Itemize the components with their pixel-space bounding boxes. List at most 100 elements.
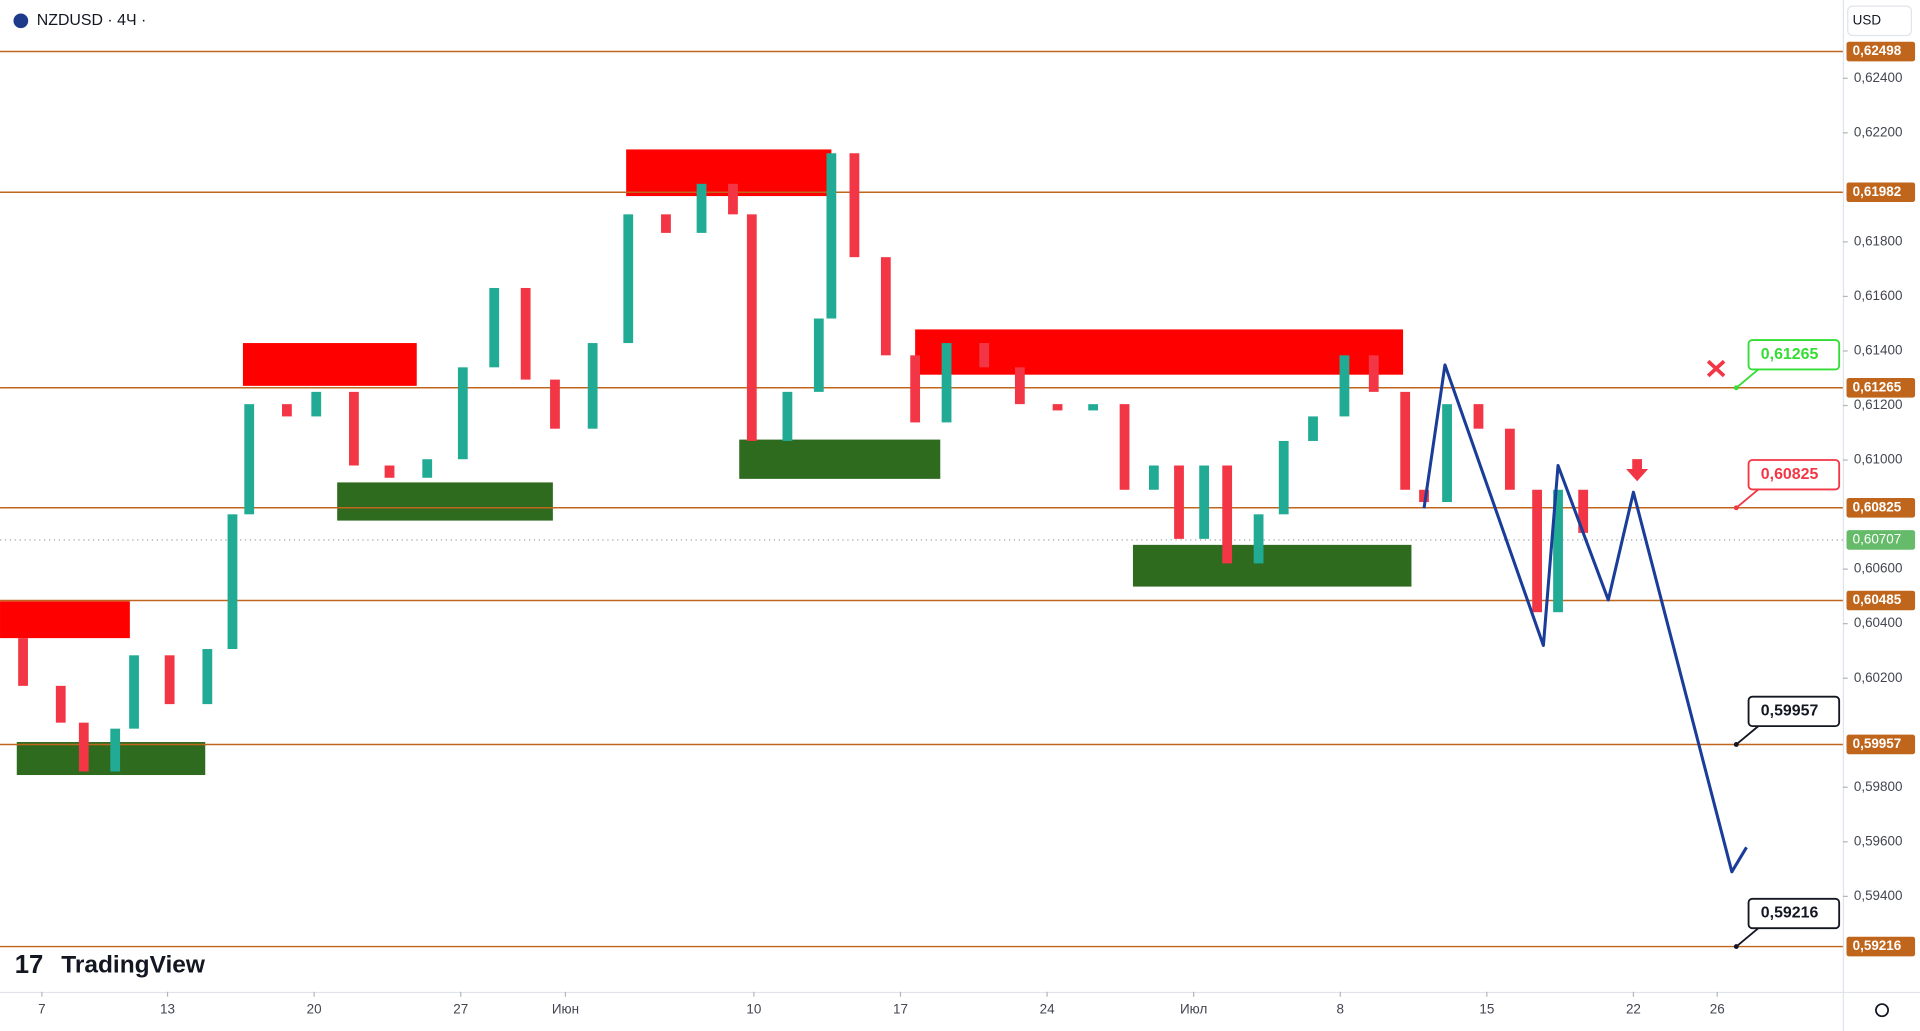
y-tick-label: 0,61800 xyxy=(1854,233,1903,248)
zone xyxy=(242,343,417,386)
candle xyxy=(1174,465,1184,539)
candle xyxy=(457,367,468,460)
candle xyxy=(696,183,707,233)
settings-icon[interactable] xyxy=(1875,1003,1890,1018)
candle xyxy=(55,685,66,723)
y-tick-label: 0,59600 xyxy=(1854,833,1903,848)
candle xyxy=(1339,355,1350,417)
candle xyxy=(227,514,238,650)
candle xyxy=(1222,465,1233,564)
candle xyxy=(1308,416,1318,441)
candle xyxy=(349,391,359,466)
level-label: 0,61982 xyxy=(1853,184,1902,199)
callout-leader xyxy=(1735,927,1759,948)
candle xyxy=(1419,489,1429,503)
symbol-flag xyxy=(13,13,29,29)
level-label: 0,60825 xyxy=(1853,499,1902,514)
level-label-box xyxy=(1846,182,1916,203)
candle xyxy=(1014,367,1025,405)
candle xyxy=(18,638,28,686)
level-label: 0,59216 xyxy=(1853,938,1902,953)
candle xyxy=(1553,489,1563,613)
candle xyxy=(623,214,634,344)
candle xyxy=(813,318,824,392)
cross-icon xyxy=(1706,359,1726,378)
callout-box xyxy=(1747,459,1841,491)
candle xyxy=(1504,428,1515,490)
candle xyxy=(782,391,793,441)
y-tick-label: 0,62400 xyxy=(1854,70,1903,85)
level-label: 0,60485 xyxy=(1853,592,1902,607)
callout-label: 0,61265 xyxy=(1761,346,1819,363)
zone xyxy=(915,329,1404,375)
candle xyxy=(1368,355,1379,392)
level-label-box xyxy=(1846,590,1916,611)
candle xyxy=(1442,404,1452,503)
candle xyxy=(520,287,531,380)
candle xyxy=(1119,404,1130,490)
callout-label: 0,60825 xyxy=(1761,466,1819,483)
down-arrow-icon xyxy=(1626,459,1649,482)
callout-box xyxy=(1747,695,1841,728)
callout-label: 0,59957 xyxy=(1761,703,1819,720)
x-tick-label: 8 xyxy=(1337,1002,1344,1017)
y-tick-label: 0,61600 xyxy=(1854,288,1903,303)
level-label-box xyxy=(1846,936,1916,957)
x-tick-label: 24 xyxy=(1040,1002,1055,1017)
candle xyxy=(129,655,139,729)
current-price-label: 0,60707 xyxy=(1853,532,1902,547)
zone xyxy=(0,601,130,639)
candle xyxy=(849,153,860,258)
level-label: 0,59957 xyxy=(1853,736,1902,751)
x-tick-label: 10 xyxy=(746,1002,761,1017)
x-tick-label: 22 xyxy=(1626,1002,1641,1017)
level-label-box xyxy=(1846,734,1916,755)
y-tick-label: 0,61400 xyxy=(1854,343,1903,358)
x-tick-label: 27 xyxy=(453,1002,468,1017)
y-tick-label: 0,59400 xyxy=(1854,888,1903,903)
callout-leader xyxy=(1735,368,1759,389)
callout-box xyxy=(1747,339,1841,371)
candle xyxy=(941,343,952,423)
candle xyxy=(244,404,255,515)
candle xyxy=(164,655,175,705)
candle xyxy=(489,287,500,368)
callout-leader xyxy=(1735,725,1759,746)
currency: USD xyxy=(1853,12,1882,27)
x-tick-label: 15 xyxy=(1479,1002,1494,1017)
callout-leader xyxy=(1735,488,1759,509)
level-label: 0,61265 xyxy=(1853,379,1902,394)
y-tick-label: 0,59800 xyxy=(1854,779,1903,794)
candle xyxy=(1400,391,1411,490)
candle xyxy=(1148,465,1159,490)
level-label-box xyxy=(1846,377,1916,398)
zone xyxy=(1132,544,1412,587)
level-label-box xyxy=(1846,41,1916,62)
callout-label: 0,59216 xyxy=(1761,905,1819,922)
candle xyxy=(1278,440,1289,515)
x-tick-label: 7 xyxy=(38,1002,45,1017)
projection-path xyxy=(1422,363,1748,874)
candle xyxy=(661,214,671,233)
candle xyxy=(1578,489,1589,533)
currency-button[interactable] xyxy=(1847,5,1913,37)
candle xyxy=(1473,404,1484,429)
candle xyxy=(78,722,89,772)
y-tick-label: 0,62200 xyxy=(1854,124,1903,139)
level-label: 0,62498 xyxy=(1853,43,1902,58)
candle xyxy=(880,257,891,356)
candle xyxy=(422,459,433,478)
candle xyxy=(1199,465,1210,539)
candle xyxy=(1253,514,1264,564)
candle xyxy=(910,355,921,423)
y-tick-label: 0,61000 xyxy=(1854,452,1903,467)
x-tick-label: Июн xyxy=(552,1002,579,1017)
zone xyxy=(739,439,941,479)
candle xyxy=(110,728,121,772)
x-tick-label: 26 xyxy=(1710,1002,1725,1017)
y-tick-label: 0,61200 xyxy=(1854,397,1903,412)
x-tick-label: Июл xyxy=(1180,1002,1207,1017)
y-tick-label: 0,60600 xyxy=(1854,561,1903,576)
